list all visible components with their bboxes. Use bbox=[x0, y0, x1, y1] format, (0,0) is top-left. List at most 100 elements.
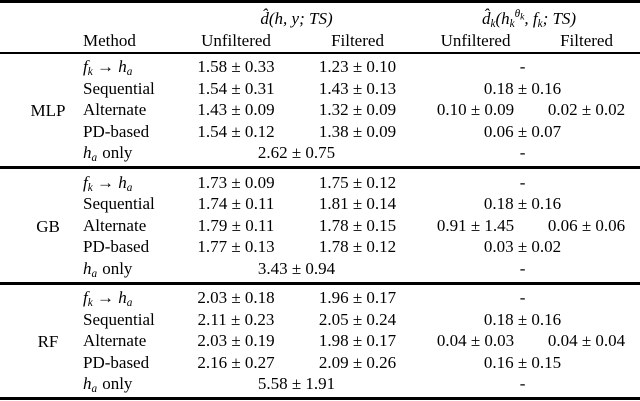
method-cell: fk → ha bbox=[83, 288, 133, 309]
d-filtered-cell: 1.38 ± 0.09 bbox=[318, 121, 397, 141]
table-row: Sequential 1.54 ± 0.31 1.43 ± 0.13 0.18 … bbox=[0, 78, 640, 100]
method-cell: PD-based bbox=[83, 121, 150, 141]
table-row: MLP fk → ha 1.58 ± 0.33 1.23 ± 0.10 - bbox=[0, 53, 640, 120]
method-cell: ha only bbox=[83, 373, 175, 399]
d-unfiltered-cell: 2.11 ± 0.23 bbox=[197, 309, 275, 329]
dk-merged-cell: - bbox=[519, 172, 526, 192]
d-filtered-cell: 1.78 ± 0.12 bbox=[318, 237, 397, 256]
d-unfiltered-cell: 1.54 ± 0.31 bbox=[197, 78, 275, 98]
method-math: ha bbox=[83, 143, 98, 165]
dk-merged-cell: 0.18 ± 0.16 bbox=[483, 309, 562, 329]
group-header-dk: d̂k(hkθk, fk; TS) bbox=[481, 8, 577, 30]
section-mlp: MLP fk → ha 1.58 ± 0.33 1.23 ± 0.10 - Se… bbox=[0, 53, 640, 168]
dk-unfiltered-cell: 0.10 ± 0.09 bbox=[436, 100, 515, 119]
method-cell: PD-based bbox=[83, 237, 150, 256]
dk-merged-cell: 0.18 ± 0.16 bbox=[483, 194, 562, 213]
method-math: ha bbox=[83, 374, 98, 396]
d-unfiltered-cell: 1.43 ± 0.09 bbox=[197, 100, 275, 119]
table-row: ha only 3.43 ± 0.94 - bbox=[0, 258, 640, 284]
section-rf: RF fk → ha 2.03 ± 0.18 1.96 ± 0.17 - Seq… bbox=[0, 283, 640, 399]
method-cell: Alternate bbox=[83, 215, 147, 235]
column-header-g1-filtered: Filtered bbox=[331, 31, 384, 50]
d-filtered-cell: 1.81 ± 0.14 bbox=[318, 194, 397, 213]
d-unfiltered-cell: 1.73 ± 0.09 bbox=[197, 172, 275, 192]
method-math: ha bbox=[83, 258, 98, 280]
method-cell: fk → ha bbox=[83, 172, 133, 194]
spacer-cell bbox=[83, 2, 175, 31]
table-row: PD-based 2.16 ± 0.27 2.09 ± 0.26 0.16 ± … bbox=[0, 352, 640, 374]
table-row: PD-based 1.54 ± 0.12 1.38 ± 0.09 0.06 ± … bbox=[0, 121, 640, 143]
model-label: GB bbox=[36, 216, 60, 236]
column-header-g2-filtered: Filtered bbox=[560, 31, 613, 50]
d-filtered-cell: 2.05 ± 0.24 bbox=[318, 309, 397, 329]
d-filtered-cell: 1.23 ± 0.10 bbox=[318, 57, 397, 76]
model-label: MLP bbox=[30, 101, 66, 121]
d-unfiltered-cell: 2.03 ± 0.19 bbox=[197, 331, 275, 350]
table-row: ha only 5.58 ± 1.91 - bbox=[0, 373, 640, 399]
d-filtered-cell: 1.75 ± 0.12 bbox=[318, 172, 397, 192]
d-unfiltered-cell: 1.54 ± 0.12 bbox=[197, 121, 275, 141]
dk-merged-cell: - bbox=[519, 288, 526, 307]
method-cell: Alternate bbox=[83, 100, 147, 119]
column-header-g1-unfiltered: Unfiltered bbox=[201, 31, 271, 50]
dk-filtered-cell: 0.06 ± 0.06 bbox=[547, 215, 626, 235]
spacer-cell bbox=[0, 2, 83, 31]
table-row: Sequential 1.74 ± 0.11 1.81 ± 0.14 0.18 … bbox=[0, 193, 640, 215]
method-cell: Alternate bbox=[83, 331, 147, 350]
d-merged-cell: 2.62 ± 0.75 bbox=[257, 143, 336, 162]
d-filtered-cell: 1.98 ± 0.17 bbox=[318, 331, 397, 350]
method-suffix: only bbox=[102, 143, 133, 162]
d-unfiltered-cell: 1.58 ± 0.33 bbox=[197, 57, 275, 76]
section-gb: GB fk → ha 1.73 ± 0.09 1.75 ± 0.12 - Seq… bbox=[0, 167, 640, 284]
table-row: RF fk → ha 2.03 ± 0.18 1.96 ± 0.17 - bbox=[0, 283, 640, 351]
method-cell: PD-based bbox=[83, 352, 150, 372]
method-suffix: only bbox=[102, 258, 133, 278]
column-header-g2-unfiltered: Unfiltered bbox=[440, 31, 511, 50]
method-cell: Sequential bbox=[83, 78, 155, 98]
table-row: GB fk → ha 1.73 ± 0.09 1.75 ± 0.12 - bbox=[0, 168, 640, 236]
column-header-method: Method bbox=[83, 31, 136, 50]
dk-merged-cell: 0.18 ± 0.16 bbox=[483, 78, 562, 98]
column-header-row: Method Unfiltered Filtered Unfiltered Fi… bbox=[0, 30, 640, 53]
d-filtered-cell: 2.09 ± 0.26 bbox=[318, 352, 397, 372]
d-merged-cell: 5.58 ± 1.91 bbox=[257, 374, 336, 393]
group-header-d: d̂(h, y; TS) bbox=[260, 8, 333, 28]
table-row: Alternate 1.79 ± 0.11 1.78 ± 0.15 0.91 ±… bbox=[0, 215, 640, 237]
dk-filtered-cell: 0.04 ± 0.04 bbox=[547, 331, 626, 350]
d-unfiltered-cell: 1.77 ± 0.13 bbox=[197, 237, 275, 256]
dk-merged-cell: - bbox=[519, 374, 526, 393]
spacer-cell bbox=[0, 30, 83, 53]
table-row: Sequential 2.11 ± 0.23 2.05 ± 0.24 0.18 … bbox=[0, 309, 640, 331]
d-merged-cell: 3.43 ± 0.94 bbox=[257, 258, 336, 278]
method-cell: fk → ha bbox=[83, 57, 133, 78]
d-filtered-cell: 1.32 ± 0.09 bbox=[318, 100, 397, 119]
method-suffix: only bbox=[102, 374, 133, 393]
d-unfiltered-cell: 2.03 ± 0.18 bbox=[197, 288, 275, 307]
dk-merged-cell: 0.06 ± 0.07 bbox=[483, 121, 562, 141]
dk-merged-cell: 0.16 ± 0.15 bbox=[483, 352, 562, 372]
method-cell: Sequential bbox=[83, 309, 155, 329]
group-header-row: d̂(h, y; TS) d̂k(hkθk, fk; TS) bbox=[0, 2, 640, 31]
dk-merged-cell: - bbox=[519, 258, 526, 278]
dk-filtered-cell: 0.02 ± 0.02 bbox=[547, 100, 626, 119]
table-header: d̂(h, y; TS) d̂k(hkθk, fk; TS) Method Un… bbox=[0, 2, 640, 53]
d-unfiltered-cell: 1.79 ± 0.11 bbox=[197, 215, 275, 235]
table-row: Alternate 2.03 ± 0.19 1.98 ± 0.17 0.04 ±… bbox=[0, 330, 640, 352]
d-filtered-cell: 1.78 ± 0.15 bbox=[318, 215, 397, 235]
d-unfiltered-cell: 2.16 ± 0.27 bbox=[197, 352, 275, 372]
dk-merged-cell: - bbox=[519, 57, 526, 76]
dk-merged-cell: - bbox=[519, 143, 526, 162]
dk-merged-cell: 0.03 ± 0.02 bbox=[483, 237, 562, 256]
d-filtered-cell: 1.43 ± 0.13 bbox=[318, 78, 397, 98]
method-cell: ha only bbox=[83, 258, 175, 284]
d-filtered-cell: 1.96 ± 0.17 bbox=[318, 288, 397, 307]
table-row: ha only 2.62 ± 0.75 - bbox=[0, 142, 640, 168]
dk-unfiltered-cell: 0.91 ± 1.45 bbox=[436, 215, 515, 235]
method-cell: ha only bbox=[83, 142, 175, 168]
method-cell: Sequential bbox=[83, 194, 155, 213]
table-row: PD-based 1.77 ± 0.13 1.78 ± 0.12 0.03 ± … bbox=[0, 236, 640, 258]
d-unfiltered-cell: 1.74 ± 0.11 bbox=[197, 194, 275, 213]
dk-unfiltered-cell: 0.04 ± 0.03 bbox=[436, 331, 515, 350]
table-row: Alternate 1.43 ± 0.09 1.32 ± 0.09 0.10 ±… bbox=[0, 99, 640, 121]
